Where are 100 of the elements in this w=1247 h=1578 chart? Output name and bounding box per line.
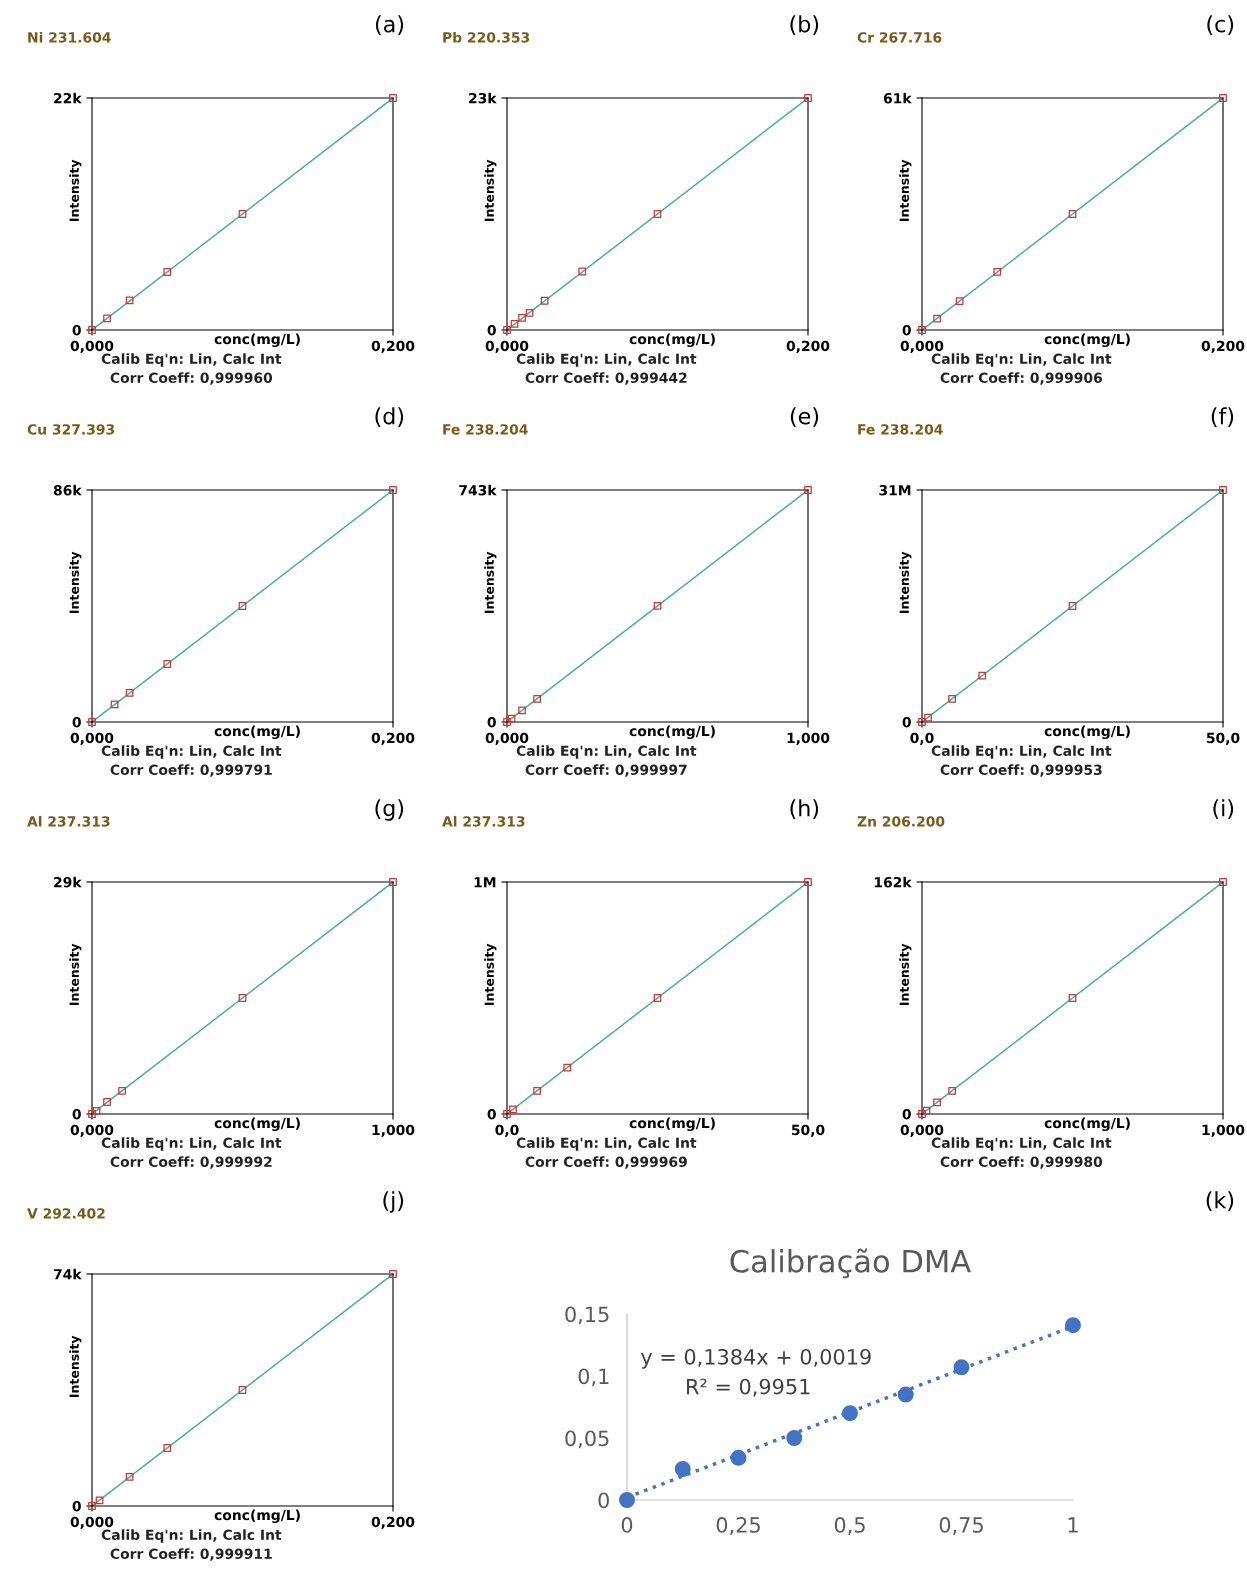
point bbox=[110, 700, 119, 709]
x-tick-label: 0,000 bbox=[485, 340, 529, 353]
y-tick-label: 86k bbox=[53, 484, 82, 496]
point bbox=[897, 1386, 914, 1403]
point bbox=[924, 713, 932, 722]
point bbox=[125, 296, 134, 305]
x-axis-title: conc(mg/L) bbox=[629, 725, 715, 740]
chart-title: Calibração DMA bbox=[730, 1248, 971, 1279]
y-tick-label: 0 bbox=[902, 324, 911, 336]
x-tick-label: 1 bbox=[1068, 1517, 1078, 1533]
text: Corr Coeff: 0,999960 bbox=[110, 372, 273, 385]
x-tick-label: 0,000 bbox=[900, 340, 944, 353]
text: (f) bbox=[1211, 407, 1234, 428]
x-axis-title: conc(mg/L) bbox=[214, 725, 300, 740]
chart-title: Fe 238.204 bbox=[443, 424, 528, 435]
point bbox=[804, 94, 812, 102]
x-axis-title: conc(mg/L) bbox=[629, 1117, 715, 1132]
y-axis-title: Intensity bbox=[69, 943, 82, 1006]
point bbox=[518, 706, 526, 715]
chart-title: Fe 238.204 bbox=[858, 424, 943, 435]
y-axis-title: Intensity bbox=[899, 159, 912, 222]
text: (h) bbox=[790, 799, 819, 820]
text: (d) bbox=[375, 407, 404, 428]
point bbox=[933, 1098, 941, 1107]
point bbox=[1065, 1317, 1081, 1334]
point bbox=[238, 1386, 247, 1394]
point bbox=[955, 297, 964, 305]
point bbox=[933, 314, 941, 323]
text: (j) bbox=[383, 1191, 404, 1213]
text: Calib Eq'n: Lin, Calc Int bbox=[931, 745, 1112, 759]
y-tick-label: 22k bbox=[54, 92, 82, 104]
x-tick-label: 0,000 bbox=[70, 1516, 114, 1529]
text: (e) bbox=[790, 407, 819, 428]
point bbox=[163, 660, 172, 668]
point bbox=[1068, 602, 1077, 610]
y-tick-label: 31M bbox=[879, 484, 911, 496]
chart-title: Cu 327.393 bbox=[27, 424, 115, 435]
point bbox=[125, 688, 134, 697]
y-tick-label: 61k bbox=[883, 92, 912, 104]
text: Corr Coeff: 0,999969 bbox=[525, 1156, 687, 1169]
x-tick-label: 0,200 bbox=[371, 1516, 415, 1529]
text: (i) bbox=[1213, 799, 1234, 820]
y-tick-label: 743k bbox=[459, 484, 497, 496]
y-tick-label: 0 bbox=[487, 324, 496, 336]
y-tick-label: 162k bbox=[874, 876, 912, 888]
text: Corr Coeff: 0,999911 bbox=[110, 1548, 272, 1561]
point bbox=[238, 602, 247, 610]
point bbox=[674, 1461, 691, 1477]
text: Calib Eq'n: Lin, Calc Int bbox=[931, 353, 1112, 367]
y-tick-label: 0 bbox=[487, 716, 496, 728]
y-axis-title: Intensity bbox=[69, 159, 82, 222]
x-tick-label: 0,200 bbox=[371, 732, 415, 745]
y-axis-title: Intensity bbox=[484, 551, 497, 614]
x-tick-label: 1,000 bbox=[372, 1124, 415, 1137]
chart-title: Cr 267.716 bbox=[857, 32, 942, 43]
point bbox=[92, 1106, 101, 1115]
annotation: y = 0,1384x + 0,0019 bbox=[641, 1348, 871, 1369]
point bbox=[993, 267, 1002, 276]
text: (c) bbox=[1207, 15, 1234, 36]
text: Calib Eq'n: Lin, Calc Int bbox=[101, 1137, 282, 1151]
point bbox=[653, 994, 662, 1002]
point bbox=[389, 486, 397, 494]
point bbox=[238, 994, 247, 1002]
text: Corr Coeff: 0,999980 bbox=[940, 1156, 1103, 1169]
text: Corr Coeff: 0,999992 bbox=[110, 1156, 272, 1169]
y-axis-title: Intensity bbox=[899, 551, 912, 614]
y-tick-label: 0,05 bbox=[565, 1430, 609, 1449]
x-axis-title: conc(mg/L) bbox=[629, 333, 715, 348]
point bbox=[540, 296, 549, 305]
x-tick-label: 0 bbox=[621, 1517, 633, 1533]
point bbox=[103, 314, 111, 323]
point bbox=[619, 1492, 635, 1508]
chart-title: Pb 220.353 bbox=[443, 31, 530, 43]
point bbox=[118, 1086, 126, 1095]
point bbox=[953, 1359, 970, 1376]
point bbox=[525, 308, 534, 317]
y-axis-title: Intensity bbox=[69, 551, 82, 614]
point bbox=[389, 878, 397, 886]
point bbox=[786, 1430, 803, 1446]
point bbox=[842, 1405, 858, 1422]
point bbox=[730, 1449, 747, 1466]
point bbox=[1219, 878, 1227, 886]
x-tick-label: 0,5 bbox=[834, 1517, 865, 1535]
x-tick-label: 50,0 bbox=[1206, 732, 1240, 745]
y-tick-label: 0 bbox=[72, 1500, 81, 1512]
point bbox=[804, 878, 812, 886]
y-axis-title: Intensity bbox=[69, 1335, 82, 1398]
x-tick-label: 0,0 bbox=[495, 1124, 519, 1137]
point bbox=[163, 268, 172, 276]
text: Calib Eq'n: Lin, Calc Int bbox=[516, 353, 697, 367]
point bbox=[804, 486, 812, 494]
text: Corr Coeff: 0,999791 bbox=[110, 764, 272, 777]
text: Calib Eq'n: Lin, Calc Int bbox=[516, 745, 697, 759]
x-axis-title: conc(mg/L) bbox=[1044, 333, 1130, 348]
point bbox=[948, 1086, 956, 1095]
point bbox=[653, 210, 662, 218]
text: Calib Eq'n: Lin, Calc Int bbox=[931, 1137, 1112, 1151]
text: Calib Eq'n: Lin, Calc Int bbox=[101, 745, 282, 759]
text: (b) bbox=[790, 15, 819, 36]
y-axis-title: Intensity bbox=[484, 943, 497, 1006]
